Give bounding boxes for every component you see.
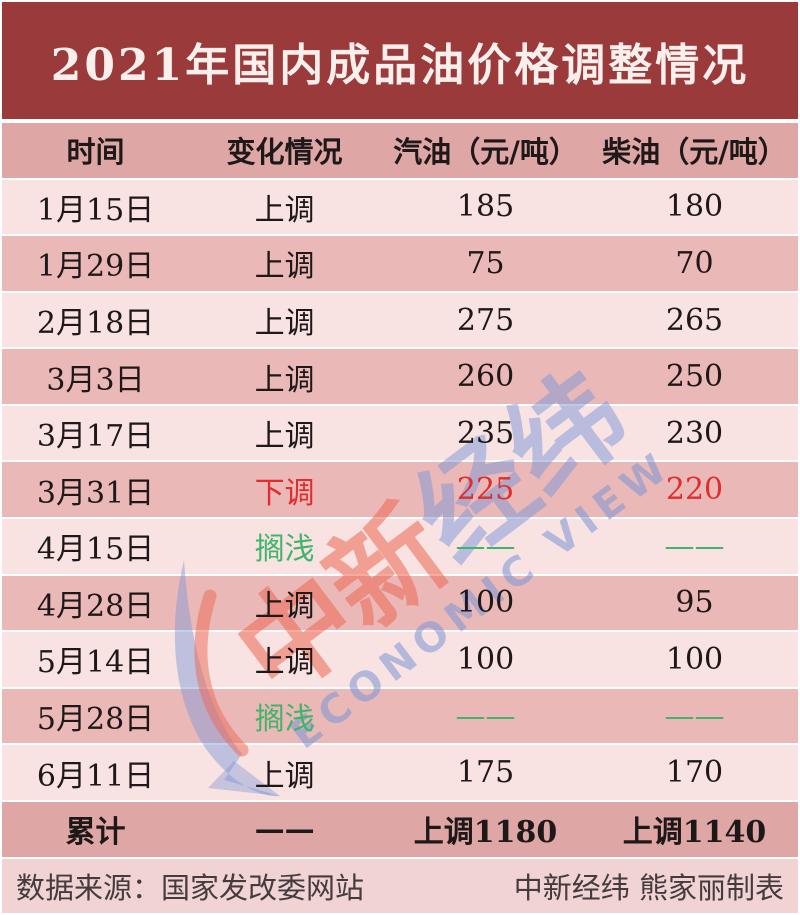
gasoline-cell: 100 — [456, 585, 515, 621]
change-cell: 上调 — [254, 645, 315, 681]
gasoline-cell: 235 — [456, 415, 515, 451]
table-row: 6月11日 上调 175 170 — [2, 745, 798, 802]
table-header-row: 时间 变化情况 汽油（元/吨） 柴油（元/吨） — [2, 123, 798, 180]
gasoline-cell: —— — [455, 528, 516, 564]
diesel-cell: —— — [664, 698, 725, 734]
date-cell: 3月17日 — [36, 419, 155, 455]
table-row: 3月3日 上调 260 250 — [2, 349, 798, 406]
summary-row: 累计 —— 上调1180 上调1140 — [2, 801, 798, 859]
credit-text: 中新经纬 熊家丽制表 — [513, 870, 784, 905]
date-cell: 6月11日 — [36, 758, 155, 794]
table-row: 2月18日 上调 275 265 — [2, 292, 798, 350]
diesel-cell: 100 — [665, 641, 724, 677]
summary-label: 累计 — [65, 815, 126, 851]
summary-diesel: 上调1140 — [622, 815, 767, 851]
diesel-cell: 220 — [665, 472, 724, 508]
col-header-diesel: 柴油（元/吨） — [602, 135, 787, 170]
date-cell: 5月28日 — [36, 702, 155, 738]
table-row: 3月31日 下调 225 220 — [2, 462, 798, 520]
summary-change: —— — [254, 811, 315, 847]
change-cell: 上调 — [254, 362, 315, 398]
date-cell: 4月28日 — [36, 588, 155, 624]
diesel-cell: 265 — [665, 302, 724, 338]
change-cell: 上调 — [254, 306, 315, 342]
diesel-cell: 170 — [665, 755, 724, 791]
footer-row: 数据来源：国家发改委网站 中新经纬 熊家丽制表 — [2, 858, 798, 915]
gasoline-cell: 185 — [456, 189, 515, 225]
change-cell: 上调 — [254, 419, 315, 455]
table-row: 4月28日 上调 100 95 — [2, 575, 798, 633]
col-header-change: 变化情况 — [226, 135, 343, 170]
diesel-cell: 95 — [675, 585, 714, 621]
diesel-cell: 180 — [665, 189, 724, 225]
table-row: 1月29日 上调 75 70 — [2, 236, 798, 293]
date-cell: 1月15日 — [36, 192, 155, 228]
gasoline-cell: 75 — [466, 245, 505, 281]
table-row: 5月28日 搁浅 —— —— — [2, 688, 798, 746]
table-row: 3月17日 上调 235 230 — [2, 405, 798, 463]
table-row: 1月15日 上调 185 180 — [2, 179, 798, 237]
gasoline-cell: 275 — [456, 302, 515, 338]
date-cell: 5月14日 — [36, 645, 155, 681]
change-cell: 搁浅 — [254, 532, 315, 568]
diesel-cell: 230 — [665, 415, 724, 451]
data-source-text: 数据来源：国家发改委网站 — [16, 870, 365, 905]
title-bar: 2021年国内成品油价格调整情况 — [2, 2, 798, 119]
col-header-time: 时间 — [66, 135, 125, 170]
change-cell: 上调 — [254, 192, 315, 228]
change-cell: 下调 — [254, 475, 315, 511]
summary-gasoline: 上调1180 — [413, 815, 558, 851]
table-row: 4月15日 搁浅 —— —— — [2, 519, 798, 576]
change-cell: 上调 — [254, 249, 315, 285]
change-cell: 上调 — [254, 758, 315, 794]
date-cell: 3月31日 — [36, 475, 155, 511]
table-row: 5月14日 上调 100 100 — [2, 632, 798, 689]
change-cell: 搁浅 — [254, 702, 315, 738]
date-cell: 4月15日 — [36, 532, 155, 568]
gasoline-cell: 100 — [456, 641, 515, 677]
date-cell: 1月29日 — [36, 249, 155, 285]
diesel-cell: 250 — [665, 359, 724, 395]
page-title: 2021年国内成品油价格调整情况 — [50, 39, 750, 91]
gasoline-cell: 260 — [456, 359, 515, 395]
gasoline-cell: 225 — [456, 472, 515, 508]
date-cell: 2月18日 — [36, 306, 155, 342]
date-cell: 3月3日 — [46, 362, 145, 398]
gasoline-cell: —— — [455, 698, 516, 734]
col-header-gasoline: 汽油（元/吨） — [393, 135, 578, 170]
diesel-cell: —— — [664, 528, 725, 564]
gasoline-cell: 175 — [456, 755, 515, 791]
price-table: 时间 变化情况 汽油（元/吨） 柴油（元/吨） 1月15日 上调 185 180… — [2, 123, 798, 915]
diesel-cell: 70 — [675, 245, 714, 281]
change-cell: 上调 — [254, 588, 315, 624]
